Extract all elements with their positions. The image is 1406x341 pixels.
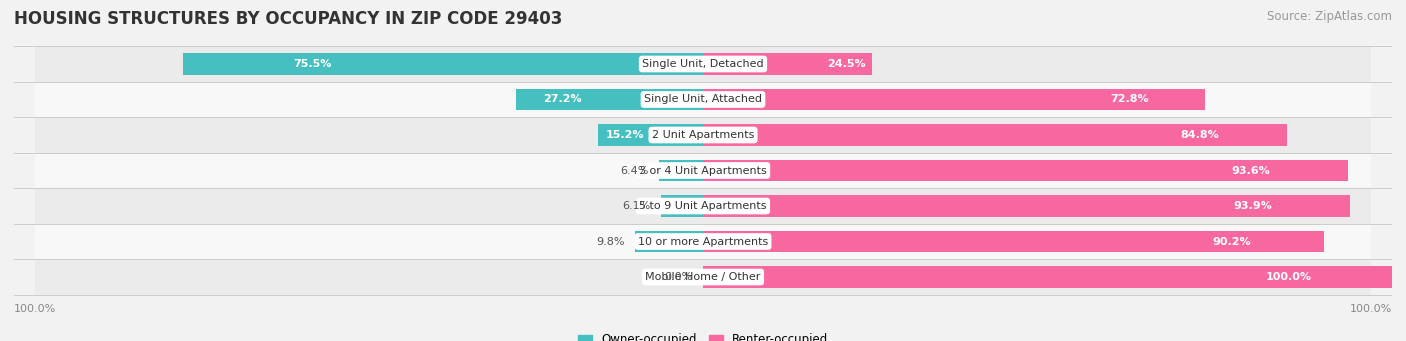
Text: 93.6%: 93.6% xyxy=(1232,165,1271,176)
Text: 3 or 4 Unit Apartments: 3 or 4 Unit Apartments xyxy=(640,165,766,176)
Legend: Owner-occupied, Renter-occupied: Owner-occupied, Renter-occupied xyxy=(572,329,834,341)
Text: 6.4%: 6.4% xyxy=(620,165,648,176)
Bar xyxy=(661,195,703,217)
Bar xyxy=(703,266,1392,288)
Bar xyxy=(35,82,1371,117)
Text: Single Unit, Detached: Single Unit, Detached xyxy=(643,59,763,69)
Bar xyxy=(516,89,703,110)
Bar xyxy=(703,53,872,75)
Text: Source: ZipAtlas.com: Source: ZipAtlas.com xyxy=(1267,10,1392,23)
Bar xyxy=(35,46,1371,82)
Bar xyxy=(703,124,1288,146)
Bar xyxy=(35,259,1371,295)
Bar xyxy=(659,160,703,181)
Text: 9.8%: 9.8% xyxy=(596,237,626,247)
Text: HOUSING STRUCTURES BY OCCUPANCY IN ZIP CODE 29403: HOUSING STRUCTURES BY OCCUPANCY IN ZIP C… xyxy=(14,10,562,28)
Text: 5 to 9 Unit Apartments: 5 to 9 Unit Apartments xyxy=(640,201,766,211)
Text: 10 or more Apartments: 10 or more Apartments xyxy=(638,237,768,247)
Text: 0.0%: 0.0% xyxy=(665,272,693,282)
Text: 90.2%: 90.2% xyxy=(1212,237,1250,247)
Bar xyxy=(183,53,703,75)
Bar xyxy=(35,153,1371,188)
Bar xyxy=(703,160,1348,181)
Text: 2 Unit Apartments: 2 Unit Apartments xyxy=(652,130,754,140)
Text: 24.5%: 24.5% xyxy=(827,59,866,69)
Bar xyxy=(703,195,1350,217)
Text: 6.1%: 6.1% xyxy=(623,201,651,211)
Bar xyxy=(636,231,703,252)
Text: 100.0%: 100.0% xyxy=(1265,272,1312,282)
Text: 93.9%: 93.9% xyxy=(1233,201,1272,211)
Bar xyxy=(599,124,703,146)
Bar xyxy=(703,89,1205,110)
Text: 72.8%: 72.8% xyxy=(1109,94,1149,104)
Text: 84.8%: 84.8% xyxy=(1180,130,1219,140)
Text: Mobile Home / Other: Mobile Home / Other xyxy=(645,272,761,282)
Text: 27.2%: 27.2% xyxy=(543,94,582,104)
Bar xyxy=(35,188,1371,224)
Bar xyxy=(35,224,1371,259)
Text: Single Unit, Attached: Single Unit, Attached xyxy=(644,94,762,104)
Text: 15.2%: 15.2% xyxy=(605,130,644,140)
Bar xyxy=(703,231,1324,252)
Bar xyxy=(35,117,1371,153)
Text: 75.5%: 75.5% xyxy=(294,59,332,69)
